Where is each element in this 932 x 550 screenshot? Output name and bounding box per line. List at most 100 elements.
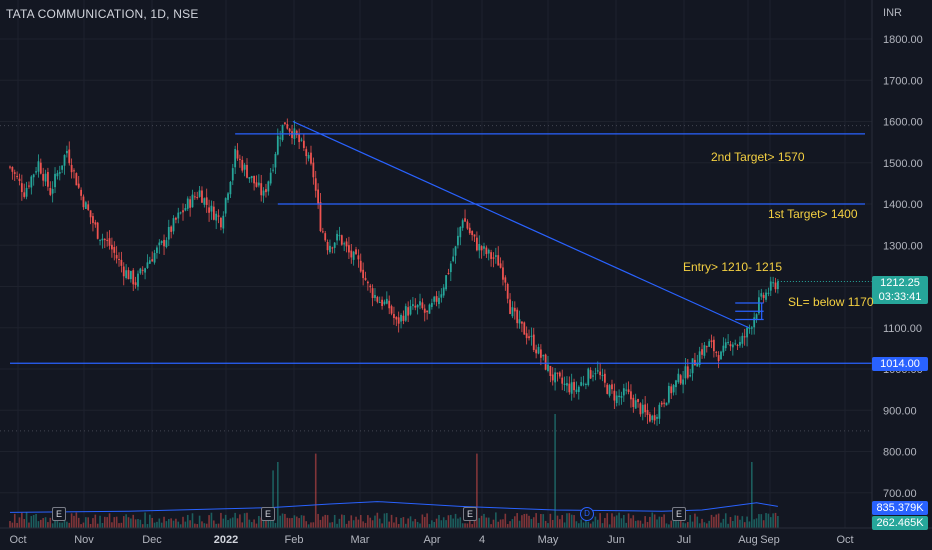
volume-bar <box>412 521 414 528</box>
target2-annotation[interactable]: 2nd Target> 1570 <box>711 150 805 164</box>
candle-body <box>637 399 639 402</box>
volume-bar <box>224 514 227 528</box>
candle-body <box>622 388 625 396</box>
candle-body <box>224 198 227 214</box>
candles <box>9 118 779 426</box>
candle-body <box>459 227 462 238</box>
earnings-marker[interactable]: E <box>52 507 66 521</box>
candle <box>376 295 379 304</box>
candle-body <box>490 252 493 259</box>
volume-bar <box>194 523 196 528</box>
candle-body <box>440 294 443 298</box>
candle <box>760 288 763 300</box>
candle-body <box>502 267 504 280</box>
volume-bar <box>40 519 42 528</box>
candle <box>115 246 118 264</box>
candle-body <box>246 164 248 178</box>
candle-body <box>393 314 395 318</box>
candle-body <box>153 252 156 263</box>
volume-bar <box>459 517 462 528</box>
volume-bar <box>279 515 281 528</box>
candle <box>630 384 632 408</box>
candle <box>528 329 530 341</box>
candle-body <box>279 137 282 139</box>
volume-bar <box>130 518 132 528</box>
candle <box>599 362 602 380</box>
volume-bar <box>239 514 241 528</box>
volume-bar <box>777 516 779 528</box>
volume-bar <box>568 513 571 528</box>
candle-body <box>205 197 208 205</box>
candle <box>348 236 350 259</box>
candle <box>99 239 101 246</box>
candle-body <box>580 382 583 386</box>
volume-bar <box>487 517 490 528</box>
candle <box>222 211 225 234</box>
dividend-marker[interactable]: D <box>580 507 594 521</box>
candle-body <box>350 250 353 258</box>
volume-tag: 262.465K <box>872 516 928 530</box>
candle-body <box>210 205 213 212</box>
candle-body <box>712 339 715 352</box>
volume-bar <box>743 522 746 528</box>
candle <box>497 246 500 266</box>
candle <box>137 270 139 291</box>
candle <box>61 165 64 174</box>
candle <box>701 342 703 359</box>
candle <box>319 193 322 233</box>
candle <box>35 166 37 175</box>
candle <box>573 378 575 398</box>
candle <box>298 128 301 150</box>
candle <box>257 174 260 188</box>
candle <box>696 354 699 367</box>
earnings-marker[interactable]: E <box>463 507 477 521</box>
candle <box>231 163 234 186</box>
candle <box>23 183 26 199</box>
candle-body <box>108 238 111 246</box>
target1-annotation[interactable]: 1st Target> 1400 <box>768 207 858 221</box>
candle <box>9 165 11 170</box>
earnings-marker[interactable]: E <box>261 507 275 521</box>
entry-annotation[interactable]: Entry> 1210- 1215 <box>683 260 783 274</box>
candle <box>677 368 680 384</box>
volume-bar <box>376 512 379 528</box>
candle-body <box>729 344 732 347</box>
volume-bar <box>96 523 99 528</box>
candle <box>658 402 661 424</box>
candle <box>475 231 478 252</box>
candle-body <box>148 260 151 264</box>
candle-body <box>286 124 289 129</box>
volume-bar <box>739 519 741 528</box>
candle <box>160 240 163 245</box>
candle <box>400 313 402 329</box>
candle <box>589 367 592 380</box>
candle <box>430 298 433 310</box>
candle <box>743 328 746 346</box>
stoploss-annotation[interactable]: SL= below 1170 <box>788 295 874 309</box>
candle-body <box>215 213 218 221</box>
candle-body <box>639 403 642 415</box>
symbol-title[interactable]: TATA COMMUNICATION, 1D, NSE <box>6 7 199 21</box>
candle-body <box>317 189 319 204</box>
candle-body <box>329 245 331 253</box>
candle-body <box>44 173 47 182</box>
x-tick-label: Sep <box>760 534 780 546</box>
volume-bar <box>390 514 393 528</box>
volume-bar <box>70 513 73 528</box>
volume-bar <box>333 514 336 528</box>
candle-body <box>511 307 514 317</box>
candle-body <box>765 292 767 300</box>
x-tick-label: Mar <box>351 534 370 546</box>
candle <box>466 219 469 230</box>
volume-bar <box>589 523 592 528</box>
volume-bar <box>447 515 450 528</box>
candle-body <box>129 270 132 280</box>
volume-bar <box>25 512 28 528</box>
volume-bar <box>369 517 372 528</box>
candle-body <box>39 162 42 174</box>
candle-body <box>343 243 346 245</box>
candle-body <box>179 212 182 214</box>
earnings-marker[interactable]: E <box>672 507 686 521</box>
candle-body <box>464 218 466 222</box>
